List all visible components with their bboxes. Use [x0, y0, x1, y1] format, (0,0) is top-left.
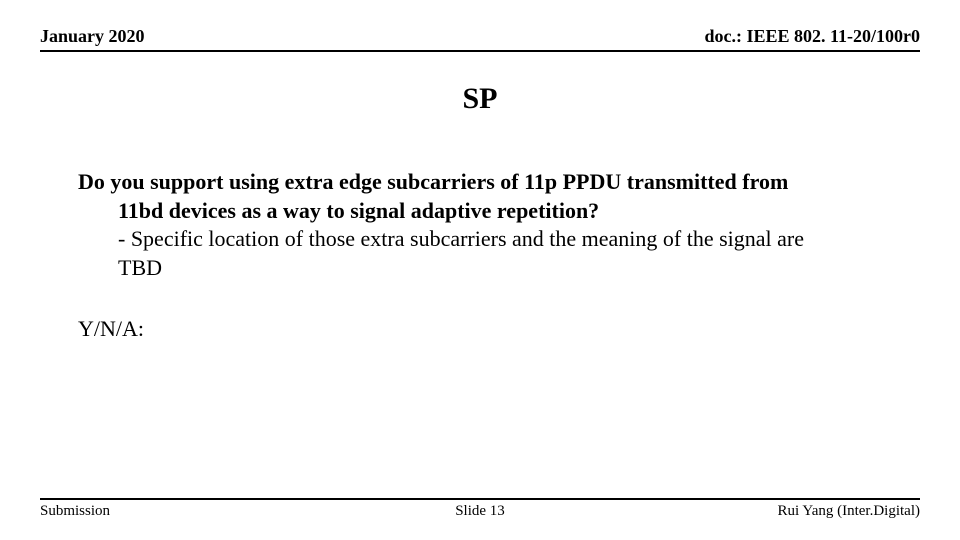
footer-right: Rui Yang (Inter.Digital) — [778, 503, 921, 520]
footer-left: Submission — [40, 503, 110, 520]
header-date: January 2020 — [40, 26, 145, 47]
question-detail1: - Specific location of those extra subca… — [78, 225, 900, 254]
slide: January 2020 doc.: IEEE 802. 11-20/100r0… — [0, 0, 960, 540]
question-detail2: TBD — [78, 254, 900, 283]
question-line1: Do you support using extra edge subcarri… — [78, 168, 900, 197]
body-text: Do you support using extra edge subcarri… — [78, 168, 900, 282]
slide-title: SP — [0, 82, 960, 116]
footer: Submission Slide 13 Rui Yang (Inter.Digi… — [40, 498, 920, 520]
yna-label: Y/N/A: — [78, 316, 144, 342]
header: January 2020 doc.: IEEE 802. 11-20/100r0 — [40, 26, 920, 52]
question-line2: 11bd devices as a way to signal adaptive… — [78, 197, 900, 226]
header-docref: doc.: IEEE 802. 11-20/100r0 — [704, 26, 920, 47]
